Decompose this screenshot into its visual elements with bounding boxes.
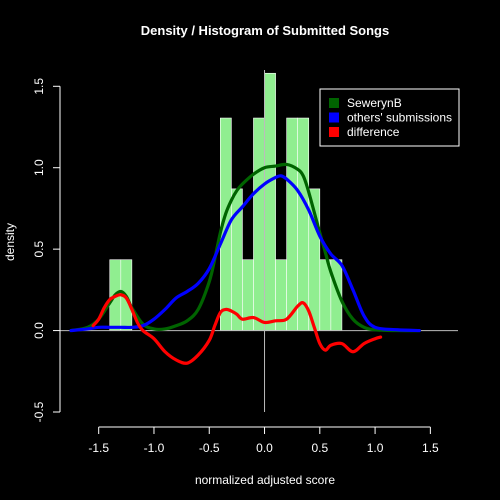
legend-label: SewerynB (347, 96, 402, 110)
histogram-bar (297, 117, 310, 331)
y-tick-label: 1.5 (32, 78, 46, 95)
legend-label: others' submissions (347, 111, 452, 125)
x-tick-label: -0.5 (199, 441, 220, 455)
y-axis: -0.5 0.0 0.5 1.0 1.5 (32, 78, 61, 422)
y-tick-label: -0.5 (32, 401, 46, 422)
y-tick-label: 0.0 (32, 322, 46, 339)
legend-swatch (329, 127, 339, 137)
x-tick-label: 0.0 (256, 441, 273, 455)
histogram-bars (109, 72, 343, 331)
x-tick-label: -1.5 (88, 441, 109, 455)
legend-label: difference (347, 125, 400, 139)
x-tick-label: -1.0 (144, 441, 165, 455)
legend-swatch (329, 98, 339, 108)
x-tick-label: 1.5 (422, 441, 439, 455)
legend-box (319, 88, 460, 147)
x-tick-label: 1.0 (367, 441, 384, 455)
x-axis: -1.5 -1.0 -0.5 0.0 0.5 1.0 1.5 (88, 426, 439, 455)
x-tick-label: 0.5 (311, 441, 328, 455)
histogram-bar (264, 72, 276, 331)
series-line-others-submissions (69, 174, 421, 333)
histogram-bar (253, 117, 265, 331)
x-axis-label: normalized adjusted score (195, 473, 335, 487)
histogram-bar (286, 117, 298, 331)
legend-swatch (329, 112, 339, 123)
y-tick-label: 0.5 (32, 240, 46, 257)
density-curves (69, 162, 421, 365)
chart-title: Density / Histogram of Submitted Songs (141, 23, 389, 38)
series-line-difference (91, 293, 383, 365)
y-axis-label: density (3, 223, 17, 261)
y-tick-label: 1.0 (32, 159, 46, 176)
